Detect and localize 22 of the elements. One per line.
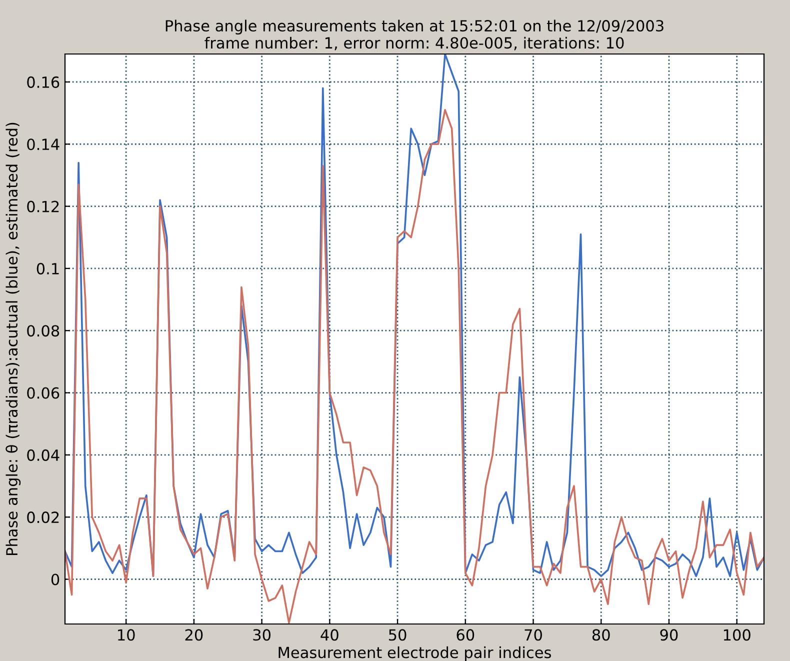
y-axis-title: Phase angle: θ (πradians):acutual (blue), estimated (red) [6,122,21,555]
y-tick-label: 0.04 [27,449,60,461]
x-tick-label: 30 [253,629,271,641]
y-tick-label: 0.02 [27,512,59,524]
x-tick-label: 100 [724,629,750,641]
x-tick-label: 10 [118,629,135,641]
y-tick-label: 0.06 [27,387,60,399]
y-tick-label: 0.1 [36,262,59,274]
y-tick-label: 0.14 [27,138,60,150]
x-tick-label: 90 [660,629,678,641]
x-tick-label: 60 [456,629,474,641]
y-tick-label: 0.16 [27,76,60,88]
x-axis-title: Measurement electrode pair indices [278,646,551,661]
y-tick-label: 0.12 [27,200,59,212]
y-tick-label: 0 [51,574,60,586]
x-tick-label: 80 [592,629,610,641]
x-tick-label: 40 [320,629,338,641]
x-tick-label: 50 [388,629,406,641]
y-tick-label: 0.08 [27,325,60,337]
chart-title: Phase angle measurements taken at 15:52:01 on the 12/09/2003 frame number: 1, error norm: 4.80e-005, iterations: 10 [166,20,664,50]
x-tick-label: 20 [185,629,203,641]
x-tick-label: 70 [524,629,542,641]
